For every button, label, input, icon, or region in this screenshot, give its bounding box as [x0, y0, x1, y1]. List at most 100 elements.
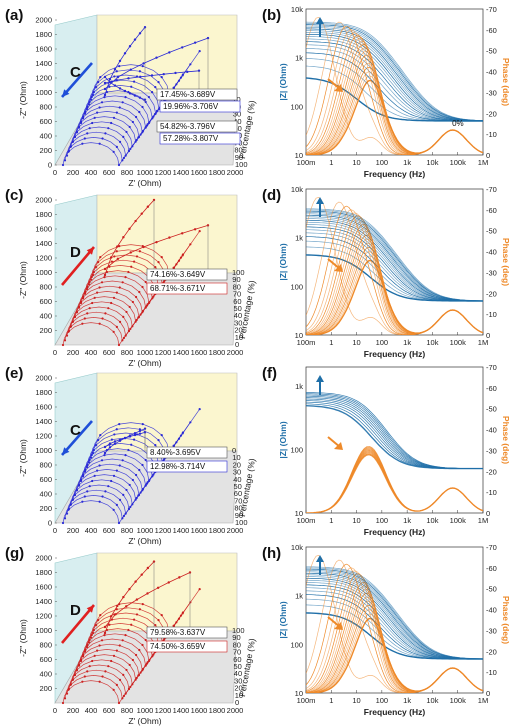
data-point	[172, 444, 176, 447]
panel-label: (a)	[5, 7, 23, 24]
data-point	[89, 456, 93, 459]
y-axis-label: |Z| (Ohm)	[278, 63, 288, 101]
data-point	[121, 159, 124, 162]
data-point	[61, 343, 65, 347]
data-point	[118, 464, 121, 467]
z-tick-label: 20	[233, 460, 241, 469]
data-point	[130, 443, 133, 446]
data-point	[177, 79, 181, 82]
y2-tick-label: -50	[486, 585, 497, 594]
data-point	[103, 625, 107, 629]
x-tick-label: 1	[329, 158, 333, 167]
data-point	[115, 325, 118, 328]
data-point	[134, 219, 137, 223]
data-point	[86, 132, 89, 135]
x-tick-label: 1	[329, 338, 333, 347]
data-point	[186, 70, 189, 74]
x-tick-label: 1600	[191, 168, 208, 177]
y2-tick-label: -50	[486, 405, 497, 414]
data-point	[141, 602, 144, 606]
data-point	[77, 484, 81, 487]
data-point	[128, 92, 132, 95]
data-point	[128, 305, 131, 309]
data-point	[93, 474, 96, 477]
data-point	[73, 493, 77, 497]
bode-panel-f: 100m 1 10 100 1k 10k 100k 1M 10 100 1k 0 -10 -20 -30 -4…	[278, 363, 511, 537]
y-tick-label: 200	[39, 504, 52, 513]
z-tick-label: 90	[235, 511, 243, 520]
data-point	[108, 446, 112, 449]
data-point	[198, 407, 201, 411]
data-point	[127, 448, 130, 452]
data-point	[160, 614, 163, 617]
data-point	[134, 140, 137, 143]
data-point	[150, 74, 154, 77]
data-point	[127, 329, 131, 333]
data-point	[107, 485, 110, 488]
phase-curve	[306, 197, 483, 335]
data-point	[144, 664, 147, 667]
data-point	[124, 96, 127, 99]
data-point	[198, 587, 201, 591]
data-point	[100, 281, 104, 284]
data-point	[75, 489, 79, 492]
data-point	[134, 678, 137, 681]
x-tick-label: 1k	[403, 338, 411, 347]
x-tick-label: 10	[352, 158, 360, 167]
data-point	[116, 245, 119, 248]
y2-tick-label: -70	[486, 363, 497, 372]
data-point	[113, 440, 117, 443]
y2-tick-label: -10	[486, 668, 497, 677]
data-point	[127, 149, 131, 153]
process-arrow	[61, 420, 93, 456]
x-tick-label: 600	[103, 526, 116, 535]
data-point	[142, 62, 145, 65]
y-tick-label: 1k	[295, 234, 303, 243]
annotation-box	[146, 626, 228, 639]
data-point	[138, 432, 142, 435]
data-point	[140, 212, 143, 215]
data-point	[135, 598, 139, 601]
y-tick-label: 600	[39, 117, 52, 126]
y-tick-label: 600	[39, 475, 52, 484]
x-tick-label: 800	[121, 168, 134, 177]
data-point	[128, 435, 132, 438]
x-tick-label: 1800	[209, 348, 226, 357]
data-point	[181, 74, 184, 77]
process-arrow	[61, 62, 93, 98]
x-tick-label: 1k	[403, 696, 411, 705]
z-tick-label: 40	[234, 669, 242, 678]
data-point	[117, 701, 121, 705]
y-tick-label: 1k	[295, 382, 303, 391]
y2-axis-label: Phase (deg)	[501, 416, 511, 464]
data-point	[127, 687, 131, 691]
y-axis-label: |Z| (Ohm)	[278, 601, 288, 639]
data-point	[96, 649, 99, 652]
x-tick-label: 200	[67, 168, 80, 177]
y-tick-label: 1800	[35, 568, 52, 577]
data-point	[141, 105, 144, 109]
x-axis-label: Frequency (Hz)	[364, 349, 426, 359]
data-point	[116, 75, 120, 79]
data-point	[128, 227, 131, 231]
arrow-head	[62, 447, 70, 455]
annotation-label: 8.40%-3.695V	[150, 448, 201, 457]
x-tick-label: 1000	[137, 526, 154, 535]
x-tick-label: 1	[329, 516, 333, 525]
annotation-box	[146, 640, 228, 653]
z-tick-label: 0	[235, 340, 239, 349]
data-point	[109, 256, 113, 259]
data-point	[103, 445, 107, 449]
data-point	[118, 64, 121, 68]
data-point	[142, 245, 145, 249]
data-point	[67, 507, 71, 511]
data-point	[141, 489, 144, 492]
data-point	[65, 512, 69, 515]
process-letter: D	[70, 602, 81, 619]
annotation-box	[156, 120, 238, 133]
data-point	[110, 659, 113, 663]
data-point	[71, 498, 75, 501]
data-point	[124, 634, 127, 637]
data-point	[130, 85, 133, 88]
data-point	[101, 137, 104, 140]
